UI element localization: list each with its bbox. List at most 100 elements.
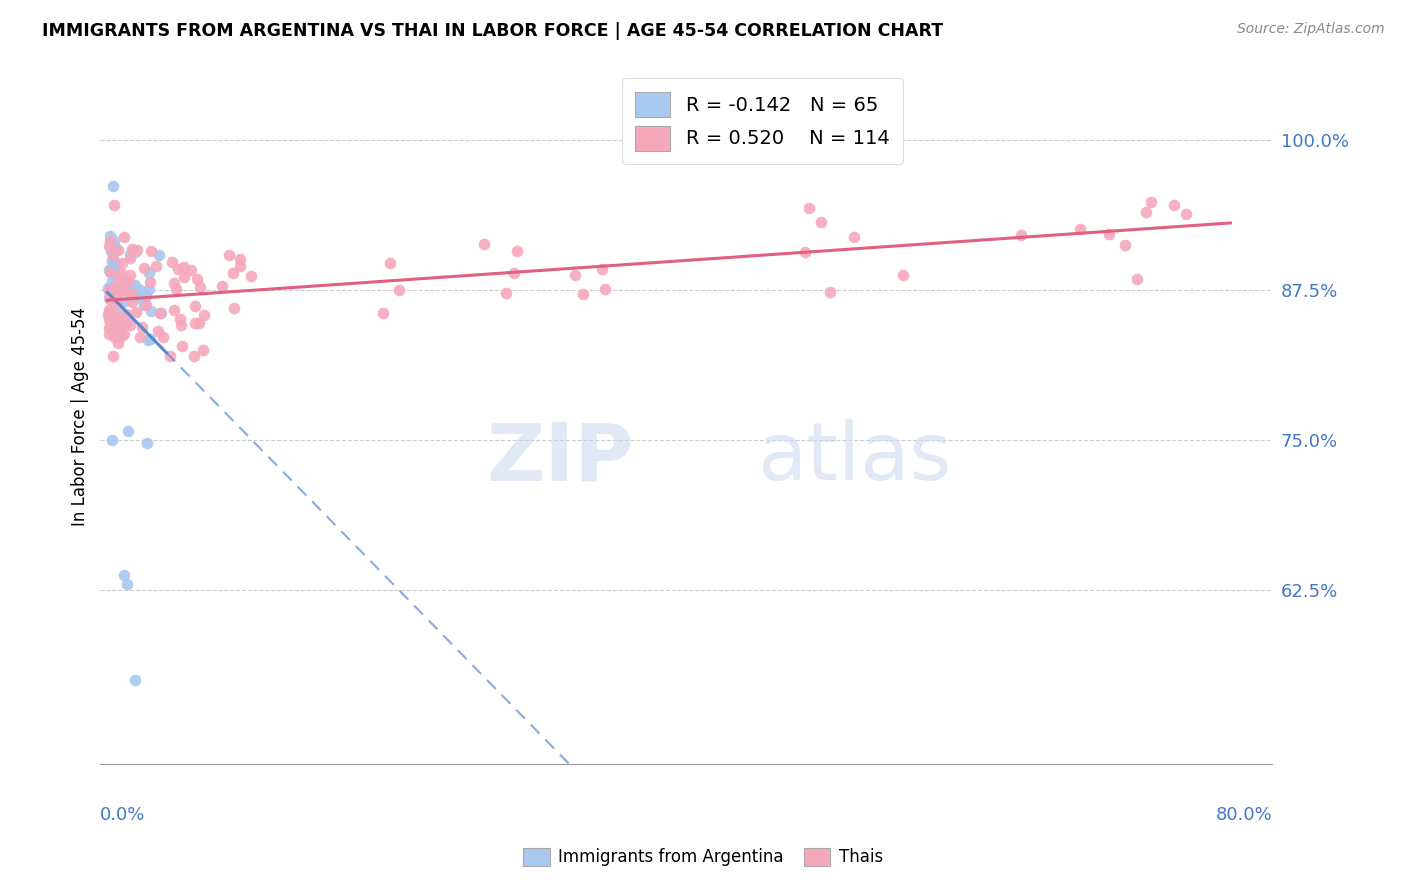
Point — [124, 245, 146, 260]
Point — [141, 244, 163, 258]
Point — [101, 281, 124, 295]
Point — [131, 320, 153, 334]
Point — [97, 306, 120, 320]
Point — [101, 248, 124, 262]
Point — [101, 314, 124, 328]
Point — [145, 260, 167, 274]
Text: Source: ZipAtlas.com: Source: ZipAtlas.com — [1237, 22, 1385, 37]
Point — [97, 238, 120, 252]
Y-axis label: In Labor Force | Age 45-54: In Labor Force | Age 45-54 — [72, 307, 89, 526]
Point — [124, 281, 146, 295]
Point — [112, 276, 135, 290]
Point — [107, 324, 129, 338]
Point — [797, 201, 820, 215]
Point — [125, 244, 148, 258]
Point — [107, 296, 129, 310]
Point — [474, 237, 496, 252]
Point — [371, 306, 394, 320]
Point — [117, 284, 139, 298]
Point — [100, 303, 122, 318]
Point — [193, 308, 215, 322]
Point — [222, 301, 245, 315]
Point — [101, 285, 124, 300]
Point — [593, 282, 616, 296]
Point — [191, 343, 214, 357]
Point — [101, 259, 124, 273]
Point — [173, 269, 195, 284]
Point — [564, 268, 586, 282]
Point — [105, 266, 128, 280]
Point — [121, 242, 143, 256]
Point — [108, 329, 131, 343]
Point — [165, 282, 187, 296]
Point — [124, 289, 146, 303]
Point — [218, 248, 240, 262]
Point — [97, 321, 120, 335]
Point — [100, 280, 122, 294]
Point — [104, 318, 127, 333]
Point — [103, 239, 125, 253]
Point — [97, 280, 120, 294]
Point — [103, 285, 125, 300]
Point — [108, 283, 131, 297]
Point — [100, 265, 122, 279]
Point — [1069, 222, 1091, 236]
Point — [105, 281, 128, 295]
Point — [103, 264, 125, 278]
Point — [591, 261, 613, 276]
Point — [186, 271, 208, 285]
Point — [117, 274, 139, 288]
Point — [138, 332, 160, 346]
Point — [118, 278, 141, 293]
Point — [105, 256, 128, 270]
Point — [1114, 238, 1136, 252]
Point — [105, 281, 128, 295]
Point — [111, 256, 134, 270]
Point — [163, 303, 186, 318]
Point — [1135, 204, 1157, 219]
Point — [105, 287, 128, 301]
Point — [101, 253, 124, 268]
Point — [173, 260, 195, 275]
Point — [105, 292, 128, 306]
Point — [100, 244, 122, 259]
Point — [98, 322, 121, 336]
Point — [180, 262, 202, 277]
Point — [108, 306, 131, 320]
Point — [98, 292, 121, 306]
Point — [124, 673, 146, 688]
Point — [100, 434, 122, 448]
Point — [1098, 227, 1121, 242]
Point — [112, 318, 135, 332]
Point — [135, 289, 157, 303]
Point — [100, 321, 122, 335]
Point — [112, 567, 135, 582]
Point — [572, 287, 595, 301]
Point — [100, 293, 122, 307]
Point — [103, 234, 125, 248]
Point — [110, 329, 132, 343]
Point — [1010, 227, 1032, 242]
Point — [844, 230, 866, 244]
Point — [121, 295, 143, 310]
Point — [159, 350, 181, 364]
Point — [101, 265, 124, 279]
Point — [112, 278, 135, 293]
Point — [108, 310, 131, 325]
Point — [170, 338, 193, 352]
Point — [117, 315, 139, 329]
Point — [167, 261, 190, 276]
Point — [1174, 207, 1197, 221]
Point — [139, 304, 162, 318]
Text: ZIP: ZIP — [486, 419, 634, 497]
Point — [169, 311, 191, 326]
Point — [132, 298, 155, 312]
Point — [506, 244, 529, 259]
Point — [184, 317, 207, 331]
Point — [101, 179, 124, 194]
Point — [110, 284, 132, 298]
Point — [97, 327, 120, 342]
Legend: Immigrants from Argentina, Thais: Immigrants from Argentina, Thais — [516, 841, 890, 873]
Point — [160, 255, 183, 269]
Point — [97, 308, 120, 322]
